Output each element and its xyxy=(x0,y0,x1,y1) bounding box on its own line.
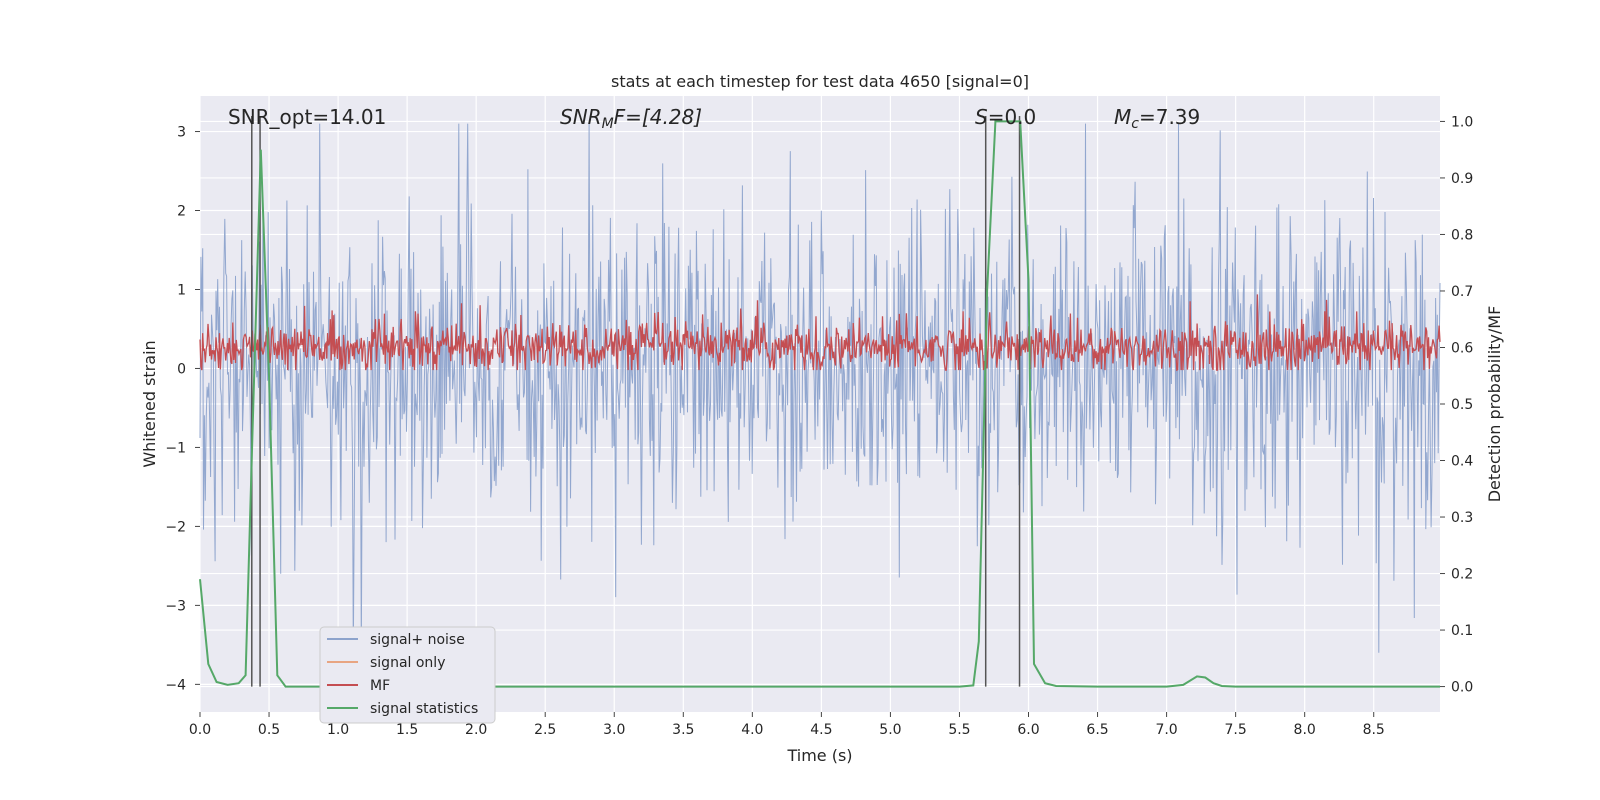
annotation-mc-subscript: c xyxy=(1131,116,1139,132)
legend-label-signal-only: signal only xyxy=(370,655,445,671)
mf-line xyxy=(199,294,1441,372)
annotation-snr-mf: SNRMF=[4.28] xyxy=(560,105,702,132)
annotation-snr-mf-subscript: M xyxy=(602,116,614,132)
x-tick-label: 0.0 xyxy=(189,722,211,738)
y-right-tick-label: 0.7 xyxy=(1451,284,1473,300)
annotation-s-symbol: S xyxy=(975,105,988,129)
y-right-tick-label: 0.1 xyxy=(1451,623,1473,639)
y-right-tick-label: 0.4 xyxy=(1451,454,1473,470)
x-tick-label: 8.5 xyxy=(1363,722,1385,738)
annotation-snr-opt: SNR_opt=14.01 xyxy=(228,105,386,129)
y-axis-label-left: Whitened strain xyxy=(140,340,159,467)
x-tick-label: 2.5 xyxy=(534,722,556,738)
axis-ticks: 0.0 0.5 1.0 1.5 2.0 2.5 3.0 3.5 4.0 4.5 5.0 5.5 6.0 6… xyxy=(165,114,1473,738)
y-left-tick-label: 3 xyxy=(177,125,186,141)
annotation-s: S=0.0 xyxy=(975,105,1036,129)
y-left-tick-label: −4 xyxy=(165,677,186,693)
series-mf xyxy=(199,294,1441,372)
y-axis-label-right: Detection probability/MF xyxy=(1485,306,1504,503)
y-right-tick-label: 0.6 xyxy=(1451,340,1473,356)
y-left-tick-label: −3 xyxy=(165,598,186,614)
series-signal-statistics xyxy=(199,120,1440,688)
x-tick-label: 6.5 xyxy=(1086,722,1108,738)
vertical-markers xyxy=(251,116,1021,687)
annotation-mc-value: =7.39 xyxy=(1139,105,1200,129)
y-left-tick-label: −2 xyxy=(165,519,186,535)
x-tick-label: 5.5 xyxy=(948,722,970,738)
annotation-mc: Mc=7.39 xyxy=(1114,105,1200,132)
legend-label-signal-statistics: signal statistics xyxy=(370,701,478,717)
x-tick-label: 7.5 xyxy=(1225,722,1247,738)
y-right-tick-label: 0.2 xyxy=(1451,567,1473,583)
y-left-tick-label: −1 xyxy=(165,440,186,456)
annotation-snr-mf-value: F=[4.28] xyxy=(614,105,702,129)
y-right-tick-label: 0.3 xyxy=(1451,510,1473,526)
y-right-tick-label: 0.9 xyxy=(1451,171,1473,187)
y-right-tick-label: 1.0 xyxy=(1451,114,1473,130)
x-tick-label: 6.0 xyxy=(1017,722,1039,738)
x-tick-label: 7.0 xyxy=(1155,722,1177,738)
x-tick-label: 3.0 xyxy=(603,722,625,738)
y-right-tick-label: 0.8 xyxy=(1451,227,1473,243)
legend-label-signal-noise: signal+ noise xyxy=(370,632,465,648)
y-right-tick-label: 0.0 xyxy=(1451,680,1473,696)
legend-box xyxy=(319,626,496,724)
y-left-tick-label: 1 xyxy=(177,282,186,298)
x-tick-label: 1.5 xyxy=(396,722,418,738)
annotation-mc-symbol: M xyxy=(1114,105,1131,129)
legend: signal+ noise signal only MF signal stat… xyxy=(319,626,496,724)
annotation-s-value: =0.0 xyxy=(988,105,1037,129)
x-tick-label: 0.5 xyxy=(258,722,280,738)
y-right-tick-label: 0.5 xyxy=(1451,397,1473,413)
y-left-tick-label: 0 xyxy=(177,361,186,377)
x-tick-label: 3.5 xyxy=(672,722,694,738)
x-tick-label: 8.0 xyxy=(1294,722,1316,738)
x-axis-label: Time (s) xyxy=(786,746,852,765)
signal-statistics-line xyxy=(199,120,1440,688)
y-left-tick-label: 2 xyxy=(177,204,186,220)
x-tick-label: 2.0 xyxy=(465,722,487,738)
legend-label-mf: MF xyxy=(370,678,390,694)
x-tick-label: 4.0 xyxy=(741,722,763,738)
chart-title: stats at each timestep for test data 465… xyxy=(611,72,1029,91)
annotation-snr-mf-symbol: SNR xyxy=(560,105,602,129)
x-tick-label: 5.0 xyxy=(879,722,901,738)
x-tick-label: 1.0 xyxy=(327,722,349,738)
x-tick-label: 4.5 xyxy=(810,722,832,738)
